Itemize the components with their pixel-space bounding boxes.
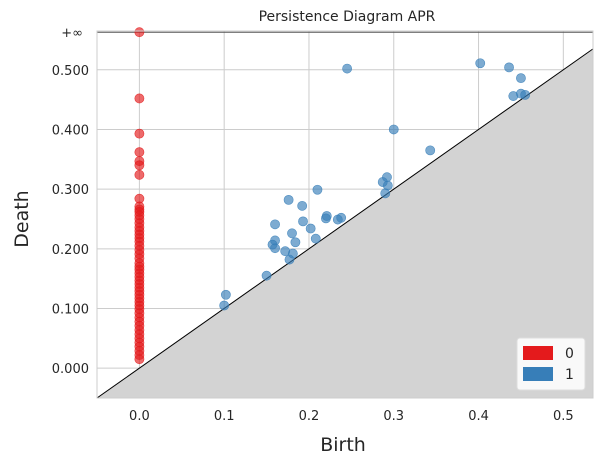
point-series-1 <box>287 228 297 239</box>
point-series-1 <box>297 200 308 211</box>
point-series-1 <box>504 62 514 73</box>
y-tick-label: 0.400 <box>52 123 89 138</box>
legend: 01 <box>516 337 586 391</box>
point-series-1 <box>321 213 331 224</box>
x-tick-labels: 0.0 0.1 0.2 0.3 0.4 0.5 <box>129 409 574 424</box>
point-series-0 <box>134 354 145 365</box>
point-series-1 <box>312 184 323 195</box>
point-series-1 <box>332 214 343 225</box>
point-series-1 <box>270 219 280 230</box>
legend-swatch-0 <box>523 346 553 360</box>
chart-title: Persistence Diagram APR <box>259 9 436 25</box>
y-tick-label: 0.300 <box>52 183 89 198</box>
y-tick-label: 0.000 <box>52 362 89 377</box>
point-series-1 <box>380 188 391 199</box>
point-series-1 <box>270 243 280 254</box>
point-series-1 <box>388 124 399 135</box>
plot-frame <box>96 30 594 399</box>
y-tick-label: 0.200 <box>52 243 89 258</box>
x-tick-label: 0.1 <box>214 409 235 424</box>
point-series-1 <box>219 300 230 311</box>
infinity-label: +∞ <box>61 26 83 41</box>
legend-box <box>516 337 586 391</box>
point-series-1 <box>261 270 272 281</box>
x-tick-label: 0.0 <box>129 409 150 424</box>
point-series-1 <box>475 58 486 69</box>
x-tick-label: 0.5 <box>553 409 574 424</box>
legend-swatch-1 <box>523 367 553 381</box>
x-tick-label: 0.2 <box>299 409 320 424</box>
point-series-1 <box>520 89 531 100</box>
y-tick-label: 0.500 <box>52 64 89 79</box>
point-series-1 <box>310 233 321 244</box>
data-points <box>134 27 531 365</box>
point-series-1 <box>425 145 436 156</box>
legend-label-0: 0 <box>565 346 574 362</box>
point-series-0 <box>134 147 145 158</box>
point-series-1 <box>284 254 295 265</box>
point-series-1 <box>305 223 316 234</box>
point-series-0 <box>134 27 145 38</box>
point-series-1 <box>342 63 353 74</box>
x-tick-label: 0.3 <box>383 409 404 424</box>
legend-label-1: 1 <box>565 367 574 383</box>
point-series-1 <box>298 216 308 227</box>
point-series-0 <box>134 128 145 139</box>
x-tick-label: 0.4 <box>468 409 489 424</box>
point-series-1 <box>220 289 231 300</box>
y-axis-label: Death <box>11 190 33 247</box>
point-series-1 <box>290 237 301 248</box>
y-tick-labels: 0.000 0.100 0.200 0.300 0.400 0.500 <box>52 64 89 377</box>
x-axis-label: Birth <box>320 434 366 456</box>
point-series-1 <box>516 73 526 84</box>
diagonal-line <box>96 48 594 399</box>
point-series-1 <box>283 194 294 205</box>
y-tick-label: 0.100 <box>52 302 89 317</box>
point-series-0 <box>134 169 145 180</box>
point-series-0 <box>134 93 145 104</box>
point-series-0 <box>134 160 145 171</box>
